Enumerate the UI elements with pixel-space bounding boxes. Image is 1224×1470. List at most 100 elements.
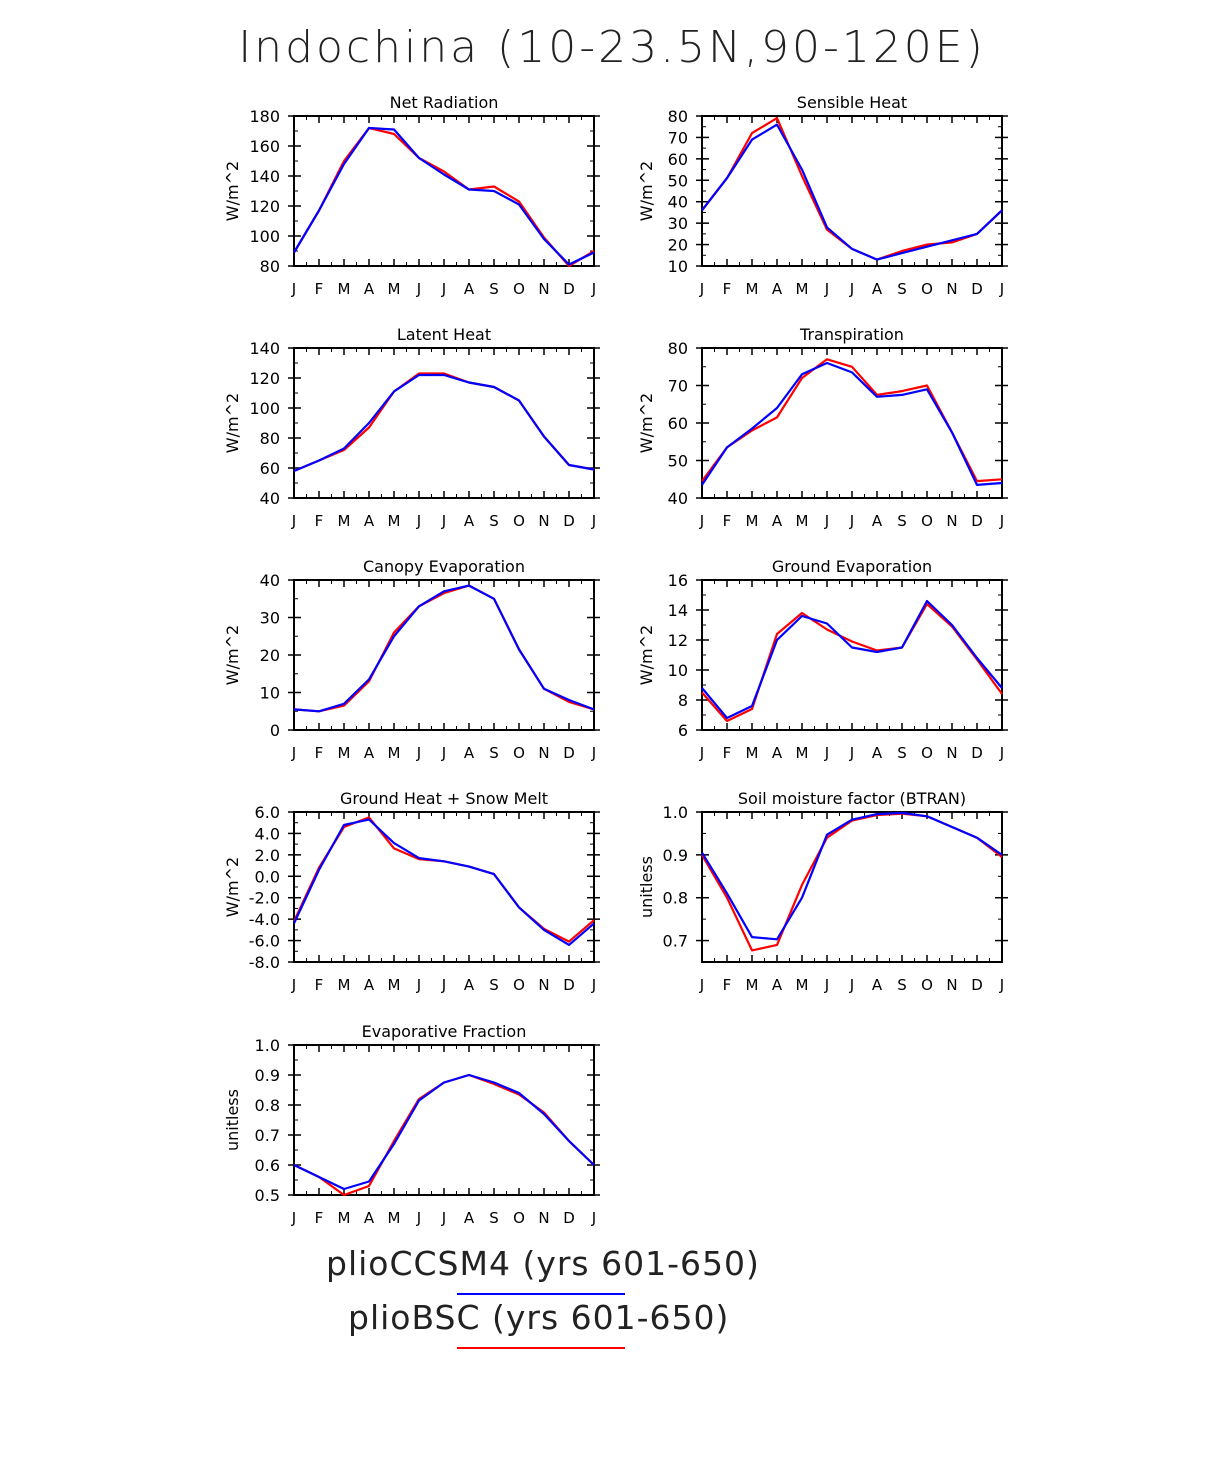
chart-panel-7: J F M A M J J A S O N D J-8.0-6.0-4.0-2.00.02.04.06.… [223,789,600,994]
y-tick-label: 6.0 [255,803,280,822]
x-tick-label: S [489,512,499,530]
chart-title: Ground Heat + Snow Melt [340,789,548,808]
chart-title: Ground Evaporation [772,557,932,576]
x-tick-label: J [699,280,704,298]
x-tick-label: J [849,976,854,994]
x-tick-label: D [971,512,983,530]
x-tick-label: D [971,976,983,994]
y-tick-label: 180 [249,107,280,126]
chart-title: Transpiration [799,325,904,344]
x-tick-label: D [971,744,983,762]
x-tick-label: J [591,1209,596,1227]
x-tick-label: J [824,280,829,298]
y-tick-label: 20 [260,646,280,665]
x-tick-label: N [538,976,549,994]
series-line-plioccsm4 [293,373,595,473]
chart-title: Canopy Evaporation [363,557,525,576]
x-tick-label: M [388,976,401,994]
x-tick-label: J [291,744,296,762]
x-tick-label: A [464,1209,475,1227]
y-tick-label: 70 [668,128,688,147]
x-tick-label: A [464,976,475,994]
x-tick-label: D [563,744,575,762]
x-tick-label: J [441,976,446,994]
x-tick-label: J [591,744,596,762]
x-tick-label: O [513,1209,525,1227]
x-tick-label: A [872,512,883,530]
x-tick-label: D [563,1209,575,1227]
x-tick-label: M [338,976,351,994]
y-axis-label: W/m^2 [223,625,242,685]
x-tick-label: J [824,512,829,530]
x-tick-label: A [364,1209,375,1227]
x-tick-label: S [897,280,907,298]
y-tick-label: 16 [668,571,688,590]
y-axis-label: W/m^2 [637,161,656,221]
x-tick-label: D [971,280,983,298]
x-tick-label: M [338,744,351,762]
y-tick-label: 0.9 [663,846,688,865]
x-tick-label: A [872,280,883,298]
legend-line-pliobsc [457,1347,625,1349]
x-tick-label: F [723,512,732,530]
x-tick-label: F [723,280,732,298]
x-tick-label: J [591,280,596,298]
series-line-plioccsm4 [293,818,595,947]
y-tick-label: 50 [668,452,688,471]
y-tick-label: 1.0 [663,803,688,822]
y-tick-label: 40 [260,489,280,508]
y-tick-label: -6.0 [249,932,280,951]
x-tick-label: J [416,1209,421,1227]
y-axis-label: W/m^2 [637,393,656,453]
x-tick-label: N [538,744,549,762]
x-tick-label: M [746,976,759,994]
chart-title: Sensible Heat [797,93,907,112]
x-tick-label: J [824,976,829,994]
y-tick-label: 2.0 [255,846,280,865]
x-tick-label: F [723,976,732,994]
y-tick-label: 0.8 [663,889,688,908]
x-tick-label: M [338,280,351,298]
y-tick-label: 120 [249,369,280,388]
legend-line-plioccsm4 [457,1293,625,1295]
page-title: Indochina (10-23.5N,90-120E) [238,22,986,73]
x-tick-label: F [315,280,324,298]
x-tick-label: M [388,280,401,298]
x-tick-label: A [772,280,783,298]
plot-frame [293,347,595,499]
series-line-plioccsm4 [701,811,1003,941]
y-tick-label: 0.7 [663,932,688,951]
x-tick-label: A [872,744,883,762]
x-tick-label: S [489,280,499,298]
y-tick-label: 0.8 [255,1096,280,1115]
y-tick-label: 0.7 [255,1126,280,1145]
x-tick-label: J [999,512,1004,530]
legend-label-pliobsc: plioBSC (yrs 601-650) [348,1298,730,1337]
x-tick-label: N [946,976,957,994]
x-tick-label: A [364,744,375,762]
chart-panel-9: J F M A M J J A S O N D J0.50.60.70.80.91.0Evaporati… [223,1022,600,1227]
x-tick-label: M [796,512,809,530]
y-tick-label: 12 [668,631,688,650]
x-tick-label: A [872,976,883,994]
y-tick-label: 6 [678,721,688,740]
y-tick-label: 100 [249,227,280,246]
x-tick-label: J [699,512,704,530]
x-tick-label: O [921,744,933,762]
series-line-plioccsm4 [293,126,595,266]
y-tick-label: 0.5 [255,1186,280,1205]
y-tick-label: -4.0 [249,910,280,929]
x-tick-label: J [999,744,1004,762]
x-tick-label: N [946,280,957,298]
x-tick-label: J [416,976,421,994]
x-tick-label: J [291,512,296,530]
y-tick-label: 40 [260,571,280,590]
y-tick-label: 8 [678,691,688,710]
x-tick-label: M [338,512,351,530]
x-tick-label: S [897,512,907,530]
x-tick-label: N [538,280,549,298]
x-tick-label: O [513,976,525,994]
